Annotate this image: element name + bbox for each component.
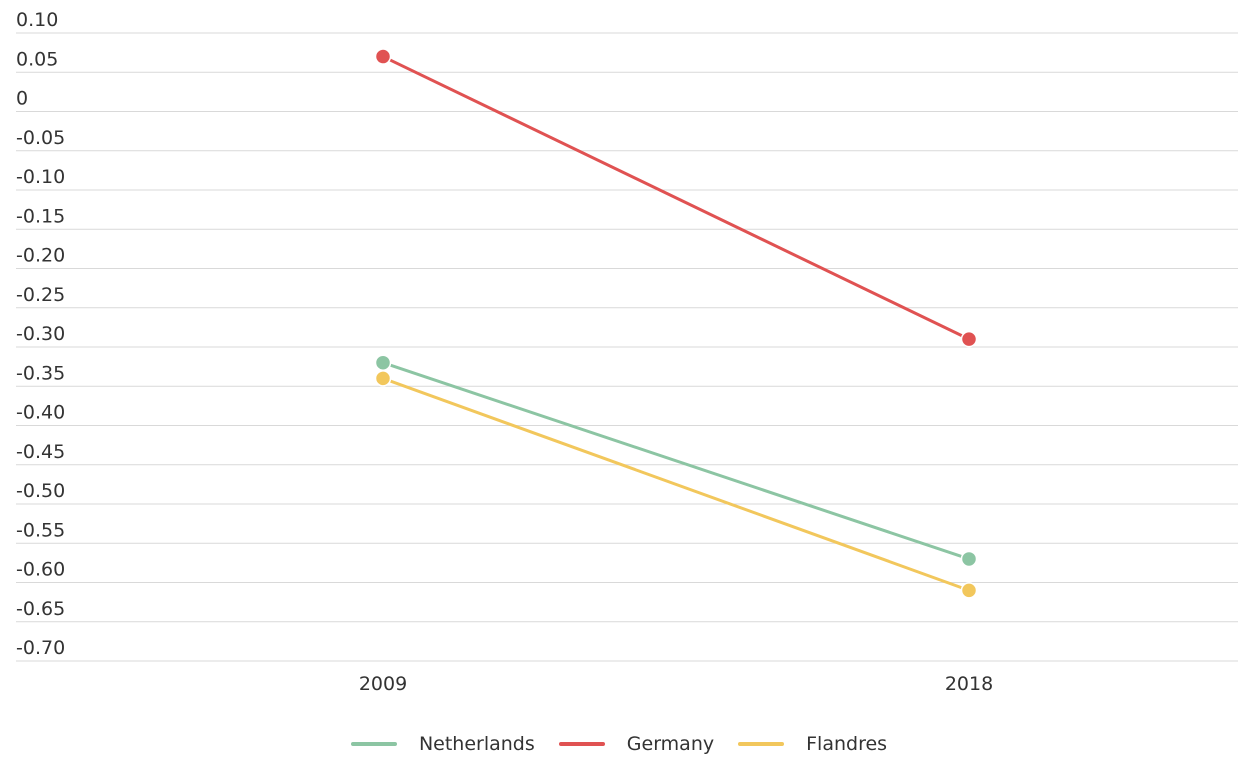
- y-tick-label: -0.35: [16, 362, 65, 384]
- legend-item-netherlands[interactable]: Netherlands: [350, 733, 535, 755]
- legend-swatch-netherlands: [350, 742, 397, 746]
- legend: Netherlands Germany Flandres: [0, 733, 1238, 755]
- y-tick-label: 0.10: [16, 9, 58, 31]
- y-tick-label: -0.10: [16, 166, 65, 188]
- y-axis-ticks: 0.10 0.05 0 -0.05 -0.10 -0.15 -0.20 -0.25 -0.30 -…: [16, 9, 65, 659]
- legend-label-netherlands: Netherlands: [418, 733, 535, 755]
- y-tick-label: -0.65: [16, 598, 65, 620]
- x-tick-label: 2018: [945, 673, 993, 695]
- y-tick-label: -0.25: [16, 284, 65, 306]
- series-lines: [374, 48, 978, 599]
- y-tick-label: -0.50: [16, 480, 65, 502]
- y-tick-label: -0.55: [16, 519, 65, 541]
- legend-item-germany[interactable]: Germany: [558, 733, 715, 755]
- y-tick-label: -0.15: [16, 205, 65, 227]
- y-tick-label: -0.40: [16, 402, 65, 424]
- legend-swatch-flandres: [738, 742, 785, 746]
- y-tick-label: -0.45: [16, 441, 65, 463]
- data-point-flandres[interactable]: [960, 582, 978, 599]
- data-point-germany[interactable]: [374, 48, 392, 65]
- legend-label-germany: Germany: [626, 733, 715, 755]
- y-tick-label: 0: [16, 88, 28, 110]
- x-axis-ticks: 2009 2018: [359, 673, 993, 695]
- y-tick-label: -0.20: [16, 245, 65, 267]
- series-line-netherlands: [382, 361, 970, 561]
- gridlines: [16, 32, 1238, 662]
- y-tick-label: -0.30: [16, 323, 65, 345]
- data-point-germany[interactable]: [960, 330, 978, 348]
- series-line-flandres: [382, 376, 970, 592]
- legend-item-flandres[interactable]: Flandres: [738, 733, 887, 755]
- legend-swatch-germany: [558, 742, 605, 746]
- y-tick-label: -0.60: [16, 559, 65, 581]
- data-point-netherlands[interactable]: [960, 550, 978, 568]
- x-tick-label: 2009: [359, 673, 407, 695]
- y-tick-label: 0.05: [16, 48, 58, 70]
- data-point-netherlands[interactable]: [374, 354, 392, 371]
- y-tick-label: -0.05: [16, 127, 65, 149]
- series-line-germany: [382, 55, 970, 341]
- data-point-flandres[interactable]: [374, 370, 392, 387]
- y-tick-label: -0.70: [16, 637, 65, 659]
- legend-label-flandres: Flandres: [806, 733, 888, 755]
